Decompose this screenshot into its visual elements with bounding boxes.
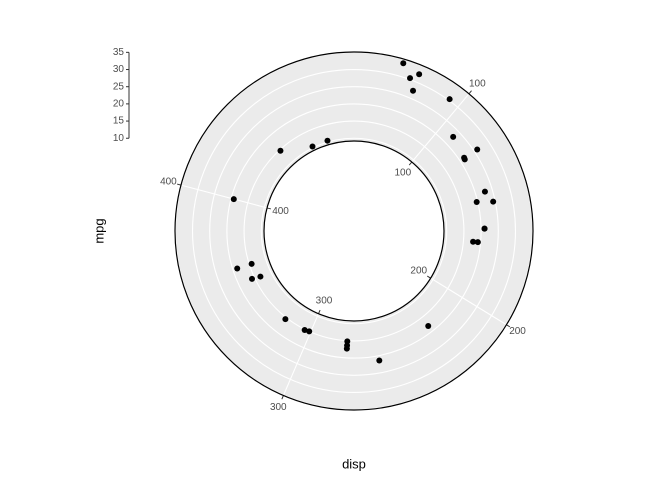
point (425, 323, 432, 330)
y-tick-label: 25 (113, 81, 125, 92)
grid-spoke (282, 313, 320, 396)
point (416, 71, 423, 78)
point (400, 60, 407, 67)
point (474, 146, 481, 153)
grid-circle (243, 120, 465, 342)
x-tick-inner (426, 275, 431, 279)
y-tick-label: 15 (113, 116, 125, 127)
grid-circle (191, 68, 517, 394)
panel-background (174, 51, 534, 411)
point (446, 96, 453, 103)
x-tick-label: 400 (160, 176, 177, 187)
grid-circle (260, 137, 448, 325)
y-axis-title: mpg (91, 218, 106, 243)
grid-circle (226, 103, 482, 359)
y-tick-label: 10 (113, 133, 125, 144)
x-tick-label-inner: 200 (410, 265, 427, 276)
x-tick-label-inner: 300 (316, 295, 333, 306)
point (282, 316, 289, 323)
point (230, 196, 237, 203)
point (470, 238, 477, 245)
point (474, 239, 481, 246)
grid-spoke (411, 93, 470, 163)
y-tick-label: 30 (113, 64, 125, 75)
grid-spoke (430, 277, 507, 326)
point (248, 260, 255, 267)
point (473, 198, 480, 205)
grid-circle (209, 86, 499, 376)
x-tick (506, 324, 511, 328)
x-axis-title: disp (342, 456, 366, 471)
grid-spoke (180, 184, 268, 209)
x-tick-label: 100 (469, 78, 486, 89)
x-tick-inner (318, 309, 321, 314)
point (301, 327, 308, 334)
point (257, 273, 264, 280)
x-tick-label-inner: 100 (394, 167, 411, 178)
point (490, 198, 497, 205)
inner-border (263, 140, 445, 322)
point (450, 133, 457, 140)
point (481, 188, 488, 195)
point (309, 143, 316, 150)
x-tick (468, 90, 472, 95)
point (376, 357, 383, 364)
point (344, 338, 351, 345)
y-tick-label: 20 (113, 99, 125, 110)
y-tick-label: 35 (113, 47, 125, 58)
outer-border (174, 51, 534, 411)
point (306, 328, 313, 335)
x-tick-label: 300 (270, 402, 287, 413)
point (343, 345, 350, 352)
x-tick-inner (266, 207, 272, 210)
x-tick-label-inner: 400 (272, 206, 289, 217)
x-tick-inner (408, 161, 413, 166)
x-tick-label: 200 (509, 326, 526, 337)
point (277, 147, 284, 154)
x-tick (281, 395, 284, 400)
point (324, 137, 331, 144)
point (481, 225, 488, 232)
x-tick (176, 183, 182, 186)
point (407, 75, 414, 82)
point (410, 87, 417, 94)
point (461, 156, 468, 163)
point (234, 265, 241, 272)
point (248, 275, 255, 282)
